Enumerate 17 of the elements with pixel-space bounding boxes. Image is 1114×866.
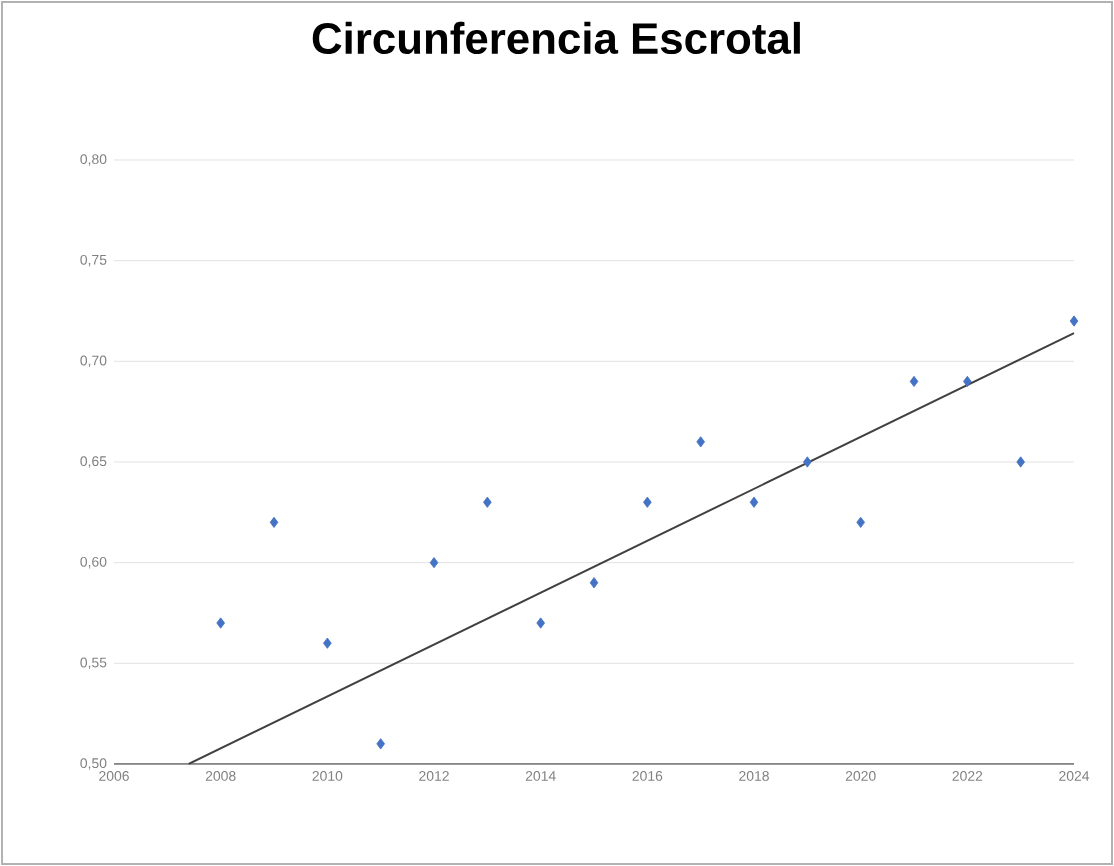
point xyxy=(216,617,225,629)
point xyxy=(429,557,439,569)
point xyxy=(376,738,385,750)
point xyxy=(856,516,865,528)
point xyxy=(803,456,812,468)
point xyxy=(323,637,332,649)
point xyxy=(696,436,705,448)
point xyxy=(909,375,919,388)
point xyxy=(643,496,652,508)
point xyxy=(536,617,545,629)
point xyxy=(269,516,279,528)
point xyxy=(749,496,759,508)
point xyxy=(589,577,599,589)
point xyxy=(483,496,492,508)
point xyxy=(1016,456,1025,468)
point xyxy=(1069,315,1079,327)
chart-title: Circunferencia Escrotal xyxy=(312,21,800,55)
